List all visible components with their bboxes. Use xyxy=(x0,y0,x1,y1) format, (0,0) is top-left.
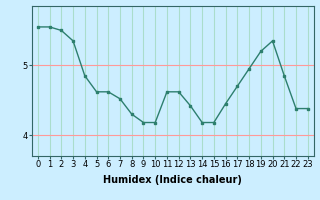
X-axis label: Humidex (Indice chaleur): Humidex (Indice chaleur) xyxy=(103,175,242,185)
